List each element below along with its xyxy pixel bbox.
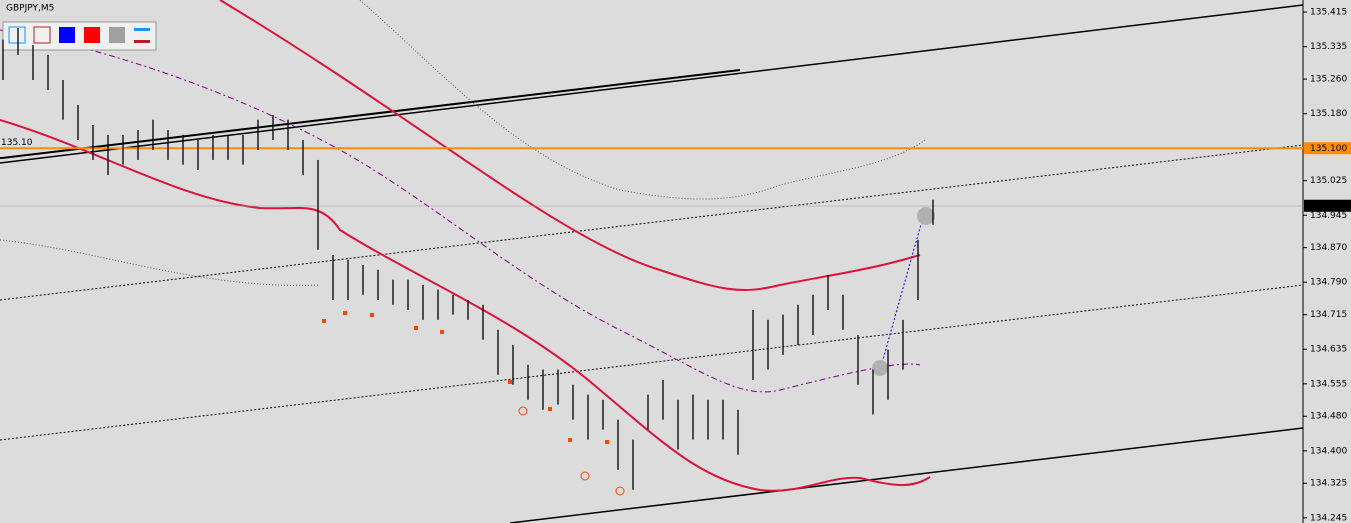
- envelope-line: [0, 239, 321, 286]
- channel-line: [0, 144, 1304, 301]
- price-label: 134.967: [1310, 201, 1347, 211]
- level-label-bg: [1304, 142, 1351, 155]
- tool-icon[interactable]: [109, 27, 125, 43]
- y-tick-label: 135.025: [1310, 176, 1347, 186]
- channel-line: [0, 284, 1304, 441]
- moving-average: [0, 119, 931, 492]
- y-tick-label: 134.635: [1310, 345, 1347, 355]
- marker: [872, 360, 888, 376]
- signal-dots: [322, 311, 625, 496]
- level-left-label: 135.10: [1, 138, 33, 148]
- y-tick-label: 134.245: [1310, 513, 1347, 523]
- plot-area: [0, 0, 1303, 523]
- y-tick-label: 135.260: [1310, 75, 1347, 85]
- trend-line: [0, 69, 741, 159]
- y-tick-label: 134.555: [1310, 379, 1347, 389]
- tool-icon[interactable]: [8, 26, 26, 44]
- y-tick-label: 134.480: [1310, 412, 1347, 422]
- envelope-line: [359, 0, 926, 200]
- y-tick-label: 134.870: [1310, 243, 1347, 253]
- trend-line: [509, 427, 1304, 523]
- tool-icon[interactable]: [134, 28, 150, 31]
- moving-average: [219, 0, 921, 291]
- tool-icon[interactable]: [59, 27, 75, 43]
- indicators: [0, 0, 1304, 523]
- envelope-line: [0, 29, 921, 393]
- tool-icon[interactable]: [84, 27, 100, 43]
- y-tick-label: 134.945: [1310, 211, 1347, 221]
- toolbar: [2, 21, 157, 51]
- tool-icon[interactable]: [33, 26, 51, 44]
- y-tick-label: 134.400: [1310, 446, 1347, 456]
- y-tick-label: 135.415: [1310, 8, 1347, 18]
- toolbar-bg: [2, 21, 157, 51]
- y-tick-label: 135.335: [1310, 42, 1347, 52]
- chart-title: GBPJPY,M5: [6, 4, 54, 14]
- y-tick-label: 135.180: [1310, 109, 1347, 119]
- level-label: 135.100: [1310, 144, 1347, 154]
- price-label-bg: [1304, 199, 1351, 212]
- y-tick-label: 134.715: [1310, 310, 1347, 320]
- y-tick-label: 134.325: [1310, 479, 1347, 489]
- marker: [917, 207, 935, 225]
- tool-icon[interactable]: [134, 40, 150, 43]
- trend-line: [0, 4, 1304, 164]
- y-tick-label: 134.790: [1310, 278, 1347, 288]
